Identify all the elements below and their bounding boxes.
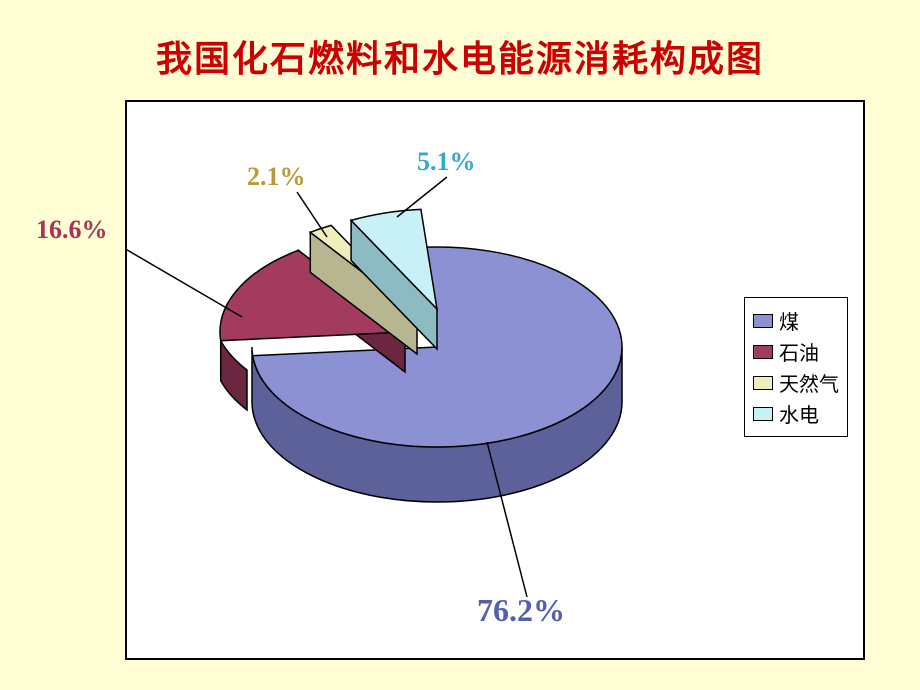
legend-label: 煤 bbox=[779, 306, 799, 335]
legend-item-gas: 天然气 bbox=[753, 368, 839, 397]
gas-leader bbox=[297, 192, 327, 237]
oil-leader bbox=[127, 247, 242, 317]
coal-label: 76.2% bbox=[477, 592, 565, 629]
hydro-label: 5.1% bbox=[417, 147, 476, 177]
chart-title: 我国化石燃料和水电能源消耗构成图 bbox=[0, 0, 920, 82]
oil-slice-side bbox=[221, 341, 247, 410]
legend-swatch-gas bbox=[753, 376, 773, 390]
legend-label: 天然气 bbox=[779, 368, 839, 397]
legend-swatch-oil bbox=[753, 345, 773, 359]
legend-item-oil: 石油 bbox=[753, 337, 839, 366]
hydro-leader bbox=[397, 177, 447, 217]
gas-label: 2.1% bbox=[247, 162, 306, 192]
legend: 煤 石油 天然气 水电 bbox=[744, 297, 848, 437]
legend-swatch-coal bbox=[753, 314, 773, 328]
legend-label: 水电 bbox=[779, 399, 819, 428]
legend-item-coal: 煤 bbox=[753, 306, 839, 335]
oil-label: 16.6% bbox=[36, 215, 108, 245]
legend-label: 石油 bbox=[779, 337, 819, 366]
legend-swatch-hydro bbox=[753, 407, 773, 421]
chart-area: 76.2% 2.1% 5.1% 煤 石油 天然气 水电 bbox=[125, 100, 865, 660]
legend-item-hydro: 水电 bbox=[753, 399, 839, 428]
